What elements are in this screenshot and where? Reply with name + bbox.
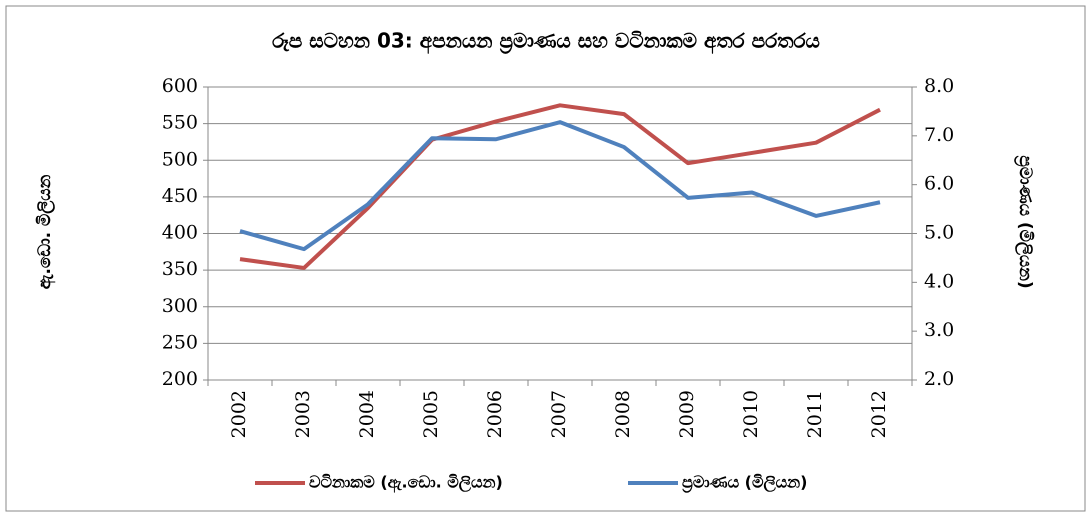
x-tick-label: 2005 [420,390,442,438]
y-tick-label: 250 [162,331,198,353]
y-tick-label: 550 [162,112,198,134]
x-tick-label: 2010 [740,390,762,438]
legend-label: වටිනාකම (ඇ.ඩො. මිලියන) [309,473,503,494]
y-tick-label: 300 [162,295,198,317]
y-tick-label: 200 [162,368,198,390]
x-tick-label: 2007 [548,390,570,438]
legend-label: ප්‍රමාණය (මිලියන) [682,473,808,494]
y-tick-label: 400 [162,222,198,244]
y2-tick-label: 5.0 [924,222,954,244]
x-tick-label: 2002 [228,390,250,438]
y-tick-label: 500 [162,148,198,170]
y-tick-label: 600 [162,75,198,97]
y2-tick-label: 7.0 [924,124,954,146]
x-tick-label: 2011 [804,390,826,438]
y-tick-label: 450 [162,185,198,207]
x-tick-label: 2008 [612,390,634,438]
x-tick-label: 2003 [292,390,314,438]
series-line [239,120,881,252]
x-tick-label: 2009 [676,390,698,438]
chart-title: රූප සටහන 03: අපනයන ප්‍රමාණය සහ වටිනාකම අ… [272,29,820,56]
y2-tick-label: 6.0 [924,173,954,195]
x-tick-label: 2006 [484,390,506,438]
chart-frame [5,5,1086,512]
y2-axis-label: ප්‍රමාණය (මිලියන) [1014,155,1035,289]
x-tick-label: 2004 [356,390,378,438]
x-tick-label: 2012 [868,390,890,438]
series-line [239,103,881,270]
y-tick-label: 350 [162,258,198,280]
y2-tick-label: 4.0 [924,270,954,292]
y2-tick-label: 8.0 [924,75,954,97]
y2-tick-label: 2.0 [924,368,954,390]
y-axis-label: ඇ.ඩො. මිලියන [35,175,56,290]
y2-tick-label: 3.0 [924,319,954,341]
